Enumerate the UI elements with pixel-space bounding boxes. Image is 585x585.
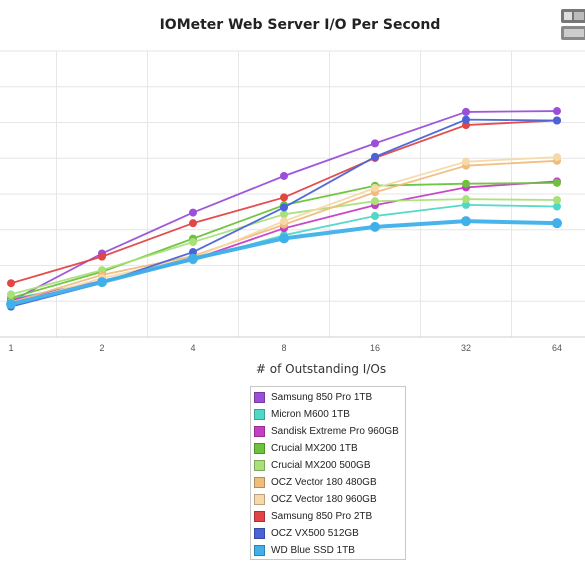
legend-swatch: [254, 409, 265, 420]
site-logo-icon: [561, 9, 585, 40]
legend-item[interactable]: WD Blue SSD 1TB: [254, 542, 405, 559]
data-point: [553, 153, 561, 162]
legend-swatch: [254, 443, 265, 454]
legend-label: Crucial MX200 500GB: [271, 460, 371, 471]
data-point: [7, 279, 15, 288]
data-point: [553, 202, 561, 211]
data-point: [280, 210, 288, 219]
data-point: [553, 178, 561, 187]
legend-label: Micron M600 1TB: [271, 409, 350, 420]
x-tick-label: 64: [552, 343, 562, 353]
legend-item[interactable]: Samsung 850 Pro 1TB: [254, 389, 405, 406]
legend-swatch: [254, 477, 265, 488]
data-point: [189, 219, 197, 228]
legend-swatch: [254, 426, 265, 437]
legend-label: OCZ VX500 512GB: [271, 528, 359, 539]
data-point: [371, 212, 379, 221]
data-point: [553, 107, 561, 116]
data-point: [370, 221, 380, 232]
data-point: [279, 233, 289, 244]
x-tick-labels: 1 2 4 8 16 32 64: [8, 343, 562, 353]
data-point: [462, 157, 470, 166]
data-point: [189, 208, 197, 217]
data-point: [371, 183, 379, 192]
chart-title: IOMeter Web Server I/O Per Second: [159, 17, 441, 33]
legend-swatch: [254, 494, 265, 505]
data-point: [461, 216, 471, 227]
data-point: [280, 193, 288, 202]
data-point: [280, 217, 288, 226]
legend-item[interactable]: Crucial MX200 500GB: [254, 457, 405, 474]
data-point: [97, 277, 107, 288]
x-tick-label: 1: [8, 343, 13, 353]
x-tick-label: 8: [281, 343, 286, 353]
series-lines: [6, 107, 562, 311]
legend-swatch: [254, 460, 265, 471]
legend-item[interactable]: OCZ Vector 180 480GB: [254, 474, 405, 491]
legend-label: Samsung 850 Pro 1TB: [271, 392, 373, 403]
data-point: [462, 200, 470, 209]
legend-swatch: [254, 528, 265, 539]
legend-item[interactable]: Sandisk Extreme Pro 960GB: [254, 423, 405, 440]
data-point: [462, 179, 470, 188]
data-point: [280, 171, 288, 180]
data-point: [188, 253, 198, 264]
x-tick-label: 16: [370, 343, 380, 353]
x-tick-label: 2: [99, 343, 104, 353]
legend-label: OCZ Vector 180 960GB: [271, 494, 377, 505]
data-point: [552, 218, 562, 229]
legend-label: Crucial MX200 1TB: [271, 443, 358, 454]
legend: Samsung 850 Pro 1TB Micron M600 1TB Sandis…: [250, 386, 406, 560]
legend-label: OCZ Vector 180 480GB: [271, 477, 377, 488]
legend-label: Samsung 850 Pro 2TB: [271, 511, 373, 522]
data-point: [462, 195, 470, 204]
legend-swatch: [254, 511, 265, 522]
series-9: [6, 216, 562, 310]
x-tick-label: 4: [190, 343, 195, 353]
data-point: [553, 116, 561, 125]
line-chart: 1 2 4 8 16 32 64 # of Outstanding I/Os: [0, 50, 585, 376]
data-point: [280, 203, 288, 212]
data-point: [371, 197, 379, 206]
data-point: [553, 196, 561, 205]
legend-label: WD Blue SSD 1TB: [271, 545, 355, 556]
x-axis-label: # of Outstanding I/Os: [256, 362, 386, 376]
data-point: [371, 139, 379, 148]
legend-item[interactable]: Crucial MX200 1TB: [254, 440, 405, 457]
legend-item[interactable]: Samsung 850 Pro 2TB: [254, 508, 405, 525]
legend-swatch: [254, 545, 265, 556]
legend-swatch: [254, 392, 265, 403]
data-point: [7, 290, 15, 299]
data-point: [371, 152, 379, 161]
data-point: [462, 107, 470, 116]
data-point: [6, 299, 16, 310]
data-point: [189, 238, 197, 247]
legend-label: Sandisk Extreme Pro 960GB: [271, 426, 399, 437]
legend-item[interactable]: Micron M600 1TB: [254, 406, 405, 423]
legend-item[interactable]: OCZ Vector 180 960GB: [254, 491, 405, 508]
data-point: [98, 252, 106, 261]
series-4: [7, 195, 561, 299]
x-tick-label: 32: [461, 343, 471, 353]
legend-item[interactable]: OCZ VX500 512GB: [254, 525, 405, 542]
data-point: [462, 115, 470, 124]
